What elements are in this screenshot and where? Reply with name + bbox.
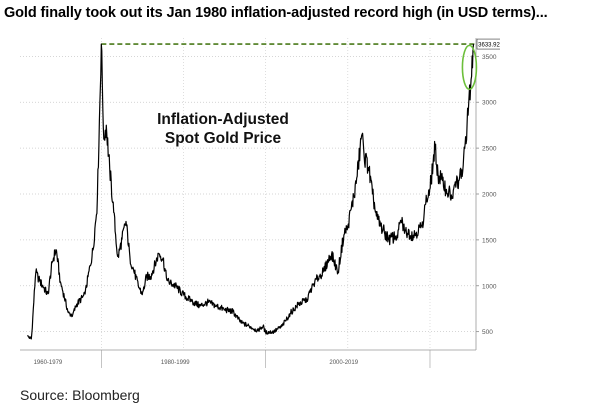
gold-price-chart: 500 1000 1500 2000 2500 3000 3500 3633.92 1960-… xyxy=(20,38,500,368)
chart-background xyxy=(20,38,500,368)
last-value-box xyxy=(476,38,500,50)
chart-headline: Gold finally took out its Jan 1980 infla… xyxy=(4,5,548,21)
y-tick-label: 3500 xyxy=(482,54,497,61)
record-highlight-circle xyxy=(461,44,478,91)
chart-annotation: Inflation-Adjusted Spot Gold Price xyxy=(138,110,308,148)
y-tick-labels: 500 1000 1500 2000 2500 3000 3500 3633.92 xyxy=(476,38,500,336)
gridlines xyxy=(20,38,479,368)
x-period-labels: 1960-1979 1980-1999 2000-2019 xyxy=(34,360,359,366)
y-tick-label: 3000 xyxy=(482,100,497,107)
x-period-label: 2000-2019 xyxy=(329,360,358,366)
annotation-line-2: Spot Gold Price xyxy=(164,130,282,147)
chart-area: 500 1000 1500 2000 2500 3000 3500 3633.92 1960-… xyxy=(20,38,500,368)
y-tick-label: 1500 xyxy=(482,237,497,244)
gold-price-series-line xyxy=(26,43,475,340)
source-label: Source: Bloomberg xyxy=(20,387,140,403)
x-period-label: 1960-1979 xyxy=(34,360,63,366)
x-period-label: 1980-1999 xyxy=(161,360,190,366)
y-tick-label: 2500 xyxy=(482,146,497,153)
annotation-line-1: Inflation-Adjusted xyxy=(157,111,289,128)
series-layer xyxy=(26,43,475,340)
y-tick-label: 2000 xyxy=(482,192,497,199)
highlight-layer xyxy=(461,44,478,91)
last-value-label: 3633.92 xyxy=(478,43,500,49)
y-tick-label: 1000 xyxy=(482,283,497,290)
y-tick-label: 500 xyxy=(482,329,493,336)
